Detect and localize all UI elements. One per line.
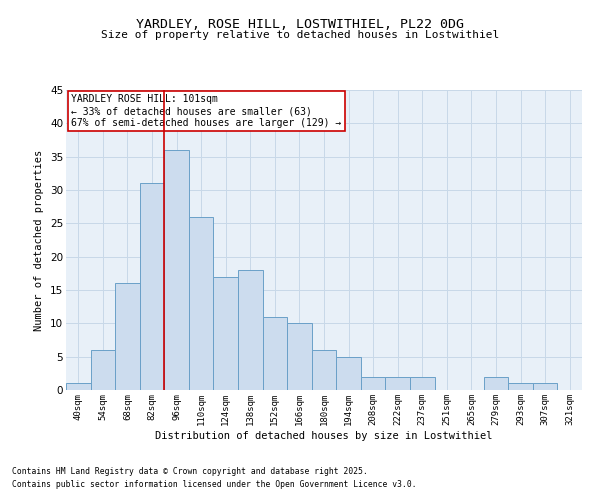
Text: Contains public sector information licensed under the Open Government Licence v3: Contains public sector information licen… bbox=[12, 480, 416, 489]
Bar bbox=[164, 150, 189, 390]
Bar bbox=[238, 270, 263, 390]
Bar bbox=[508, 384, 533, 390]
Bar bbox=[336, 356, 361, 390]
Bar bbox=[263, 316, 287, 390]
Bar bbox=[66, 384, 91, 390]
Bar bbox=[533, 384, 557, 390]
Text: YARDLEY, ROSE HILL, LOSTWITHIEL, PL22 0DG: YARDLEY, ROSE HILL, LOSTWITHIEL, PL22 0D… bbox=[136, 18, 464, 30]
Bar bbox=[140, 184, 164, 390]
Y-axis label: Number of detached properties: Number of detached properties bbox=[34, 150, 44, 330]
X-axis label: Distribution of detached houses by size in Lostwithiel: Distribution of detached houses by size … bbox=[155, 430, 493, 440]
Bar bbox=[385, 376, 410, 390]
Bar bbox=[214, 276, 238, 390]
Bar bbox=[115, 284, 140, 390]
Bar bbox=[312, 350, 336, 390]
Bar bbox=[361, 376, 385, 390]
Text: Size of property relative to detached houses in Lostwithiel: Size of property relative to detached ho… bbox=[101, 30, 499, 40]
Bar bbox=[189, 216, 214, 390]
Bar bbox=[287, 324, 312, 390]
Text: Contains HM Land Registry data © Crown copyright and database right 2025.: Contains HM Land Registry data © Crown c… bbox=[12, 467, 368, 476]
Text: YARDLEY ROSE HILL: 101sqm
← 33% of detached houses are smaller (63)
67% of semi-: YARDLEY ROSE HILL: 101sqm ← 33% of detac… bbox=[71, 94, 341, 128]
Bar bbox=[410, 376, 434, 390]
Bar bbox=[484, 376, 508, 390]
Bar bbox=[91, 350, 115, 390]
